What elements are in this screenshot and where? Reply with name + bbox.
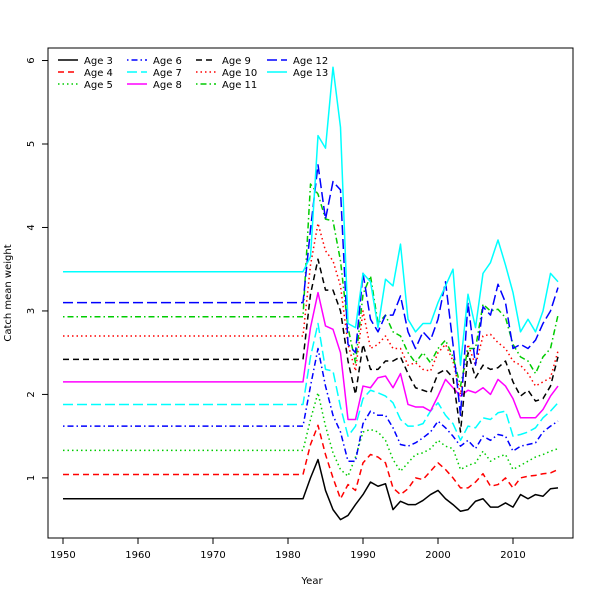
y-axis: 1 2 3 4 5 6: [26, 57, 48, 481]
x-tick-label: 2000: [425, 550, 450, 561]
legend-label: Age 10: [222, 68, 257, 79]
legend-label: Age 5: [84, 80, 113, 91]
legend-label: Age 9: [222, 56, 251, 67]
y-tick-label: 6: [26, 57, 37, 63]
series-line-age-13: [63, 66, 559, 366]
x-tick-label: 1950: [50, 550, 75, 561]
series-line-age-11: [63, 183, 559, 387]
x-axis-title: Year: [300, 576, 323, 587]
series-line-age-5: [63, 392, 559, 477]
legend-label: Age 4: [84, 68, 113, 79]
x-tick-label: 2010: [500, 550, 525, 561]
legend-label: Age 13: [293, 68, 328, 79]
series-line-age-9: [63, 258, 559, 433]
x-tick-label: 1960: [125, 550, 150, 561]
y-tick-label: 4: [26, 224, 37, 230]
legend-label: Age 7: [153, 68, 182, 79]
y-tick-label: 3: [26, 308, 37, 314]
series-layer: [63, 66, 559, 521]
series-line-age-12: [63, 164, 559, 417]
x-tick-label: 1970: [200, 550, 225, 561]
y-tick-label: 1: [26, 475, 37, 481]
x-tick-label: 1980: [275, 550, 300, 561]
series-line-age-10: [63, 222, 559, 396]
series-line-age-4: [63, 424, 559, 500]
y-axis-title: Catch mean weight: [3, 244, 14, 341]
x-tick-label: 1990: [350, 550, 375, 561]
series-line-age-3: [63, 458, 559, 521]
series-line-age-6: [63, 347, 559, 462]
legend-label: Age 11: [222, 80, 257, 91]
plot-frame: [47, 47, 574, 539]
legend-label: Age 8: [153, 80, 182, 91]
legend-label: Age 6: [153, 56, 182, 67]
series-line-age-7: [63, 322, 559, 442]
y-tick-label: 2: [26, 391, 37, 397]
legend-label: Age 3: [84, 56, 113, 67]
x-axis: 1950 1960 1970 1980 1990 2000 2010: [50, 538, 526, 561]
legend-label: Age 12: [293, 56, 328, 67]
series-line-age-8: [63, 291, 559, 421]
y-tick-label: 5: [26, 141, 37, 147]
